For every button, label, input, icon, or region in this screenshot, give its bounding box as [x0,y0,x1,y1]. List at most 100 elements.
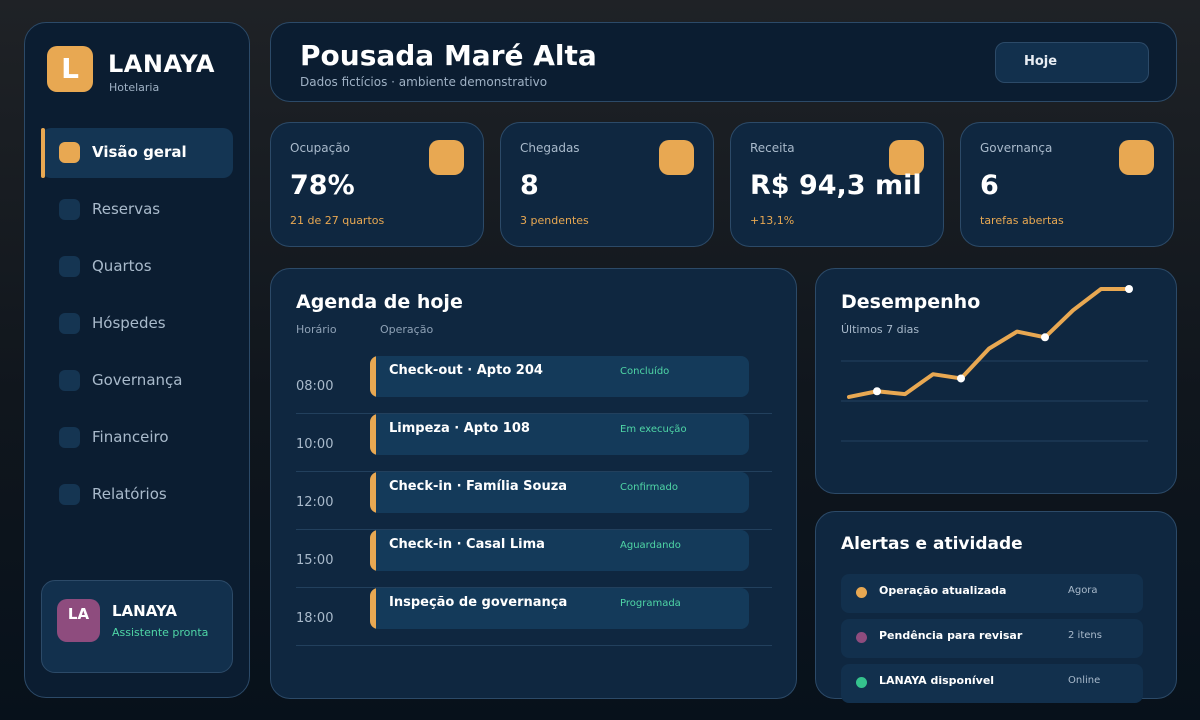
assistant-card[interactable]: LA LANAYA Assistente pronta [41,580,233,673]
kpi-card-receita: Receita R$ 94,3 mil +13,1% [730,122,944,247]
status-dot [856,677,867,688]
sidebar: L LANAYA Hotelaria Visão geral Reservas … [24,22,250,698]
reports-icon [59,484,80,505]
avatar: LA [57,599,100,642]
alert-meta: 2 itens [1068,630,1102,641]
alert-meta: Online [1068,675,1101,686]
status-badge: Confirmado [620,482,679,493]
finance-icon [59,427,80,448]
status-dot [856,632,867,643]
sidebar-item-label: Governança [92,371,183,389]
sidebar-item-label: Financeiro [92,428,169,446]
alert-text: Operação atualizada [879,584,1007,597]
sidebar-item-label: Visão geral [92,143,187,161]
kpi-label: Chegadas [520,141,580,155]
kpi-card-ocupacao: Ocupação 78% 21 de 27 quartos [270,122,484,247]
agenda-row: 10:00 Limpeza · Apto 108 Em execução [296,414,772,472]
row-time: 15:00 [296,553,334,568]
row-time: 18:00 [296,611,334,626]
chart-series-line [847,287,1131,399]
alert-text: LANAYA disponível [879,674,995,687]
sidebar-item-quartos[interactable]: Quartos [41,242,233,292]
kpi-value: R$ 94,3 mil [750,170,922,201]
performance-subtitle: Últimos 7 dias [841,323,920,336]
revenue-icon [889,140,924,175]
rooms-icon [59,256,80,277]
row-title: Check-in · Casal Lima [389,537,545,552]
chart-point [1125,285,1133,293]
kpi-value: 8 [520,170,539,201]
agenda-item[interactable]: Inspeção de governança Programada [370,588,749,629]
alerts-panel: Alertas e atividade Operação atualizada … [815,511,1177,703]
brand-logo: L [47,46,93,92]
column-header-time: Horário [296,323,337,336]
agenda-item[interactable]: Check-in · Casal Lima Aguardando [370,530,749,571]
sidebar-item-label: Quartos [92,257,152,275]
kpi-label: Governança [980,141,1053,155]
status-dot [856,587,867,598]
performance-panel: Desempenho Últimos 7 dias [815,268,1177,494]
row-title: Check-out · Apto 204 [389,363,543,378]
agenda-row: 12:00 Check-in · Família Souza Confirmad… [296,472,772,530]
status-badge: Aguardando [620,540,681,551]
agenda-item[interactable]: Limpeza · Apto 108 Em execução [370,414,749,455]
brand-subtitle: Hotelaria [109,81,160,94]
guests-icon [59,313,80,334]
kpi-note: 3 pendentes [520,214,589,227]
agenda-row: 08:00 Check-out · Apto 204 Concluído [296,356,772,414]
sidebar-item-visao-geral[interactable]: Visão geral [41,128,233,178]
housekeeping-icon [59,370,80,391]
alert-item[interactable]: LANAYA disponível Online [841,664,1143,703]
alert-item[interactable]: Pendência para revisar 2 itens [841,619,1143,658]
today-button-label: Hoje [1024,54,1058,69]
arrivals-icon [659,140,694,175]
overview-icon [59,142,80,163]
kpi-value: 6 [980,170,999,201]
alert-meta: Agora [1068,585,1098,596]
kpi-note: 21 de 27 quartos [290,214,385,227]
chart-point [1041,333,1049,342]
status-badge: Programada [620,598,681,609]
sidebar-item-financeiro[interactable]: Financeiro [41,413,233,463]
agenda-row: 15:00 Check-in · Casal Lima Aguardando [296,530,772,588]
alerts-title: Alertas e atividade [841,534,1023,554]
chart-point [873,387,881,396]
agenda-row: 18:00 Inspeção de governança Programada [296,588,772,646]
header: Pousada Maré Alta Dados fictícios · ambi… [270,22,1177,102]
status-badge: Em execução [620,424,687,435]
performance-title: Desempenho [841,291,981,313]
row-time: 08:00 [296,379,334,394]
row-title: Check-in · Família Souza [389,479,568,494]
sidebar-item-hospedes[interactable]: Hóspedes [41,299,233,349]
agenda-item[interactable]: Check-in · Família Souza Confirmado [370,472,749,513]
agenda-title: Agenda de hoje [296,291,463,313]
kpi-label: Receita [750,141,795,155]
status-badge: Concluído [620,366,670,377]
sidebar-item-label: Relatórios [92,485,167,503]
agenda-item[interactable]: Check-out · Apto 204 Concluído [370,356,749,397]
page-title: Pousada Maré Alta [300,39,597,72]
agenda-panel: Agenda de hoje Horário Operação 08:00 Ch… [270,268,797,699]
sidebar-item-reservas[interactable]: Reservas [41,185,233,235]
today-button[interactable]: Hoje [995,42,1149,83]
housekeeping-icon [1119,140,1154,175]
alert-item[interactable]: Operação atualizada Agora [841,574,1143,613]
reservations-icon [59,199,80,220]
assistant-name: LANAYA [112,602,177,620]
sidebar-item-label: Reservas [92,200,161,218]
occupancy-icon [429,140,464,175]
kpi-note: +13,1% [750,214,795,227]
kpi-value: 78% [290,170,355,201]
row-title: Inspeção de governança [389,595,568,610]
alert-text: Pendência para revisar [879,629,1023,642]
assistant-status: Assistente pronta [112,626,209,639]
page-subtitle: Dados fictícios · ambiente demonstrativo [300,75,548,89]
kpi-card-governanca: Governança 6 tarefas abertas [960,122,1174,247]
column-header-operation: Operação [380,323,434,336]
performance-chart [841,285,1148,442]
brand-name: LANAYA [108,50,215,78]
row-time: 10:00 [296,437,334,452]
sidebar-item-relatorios[interactable]: Relatórios [41,470,233,520]
sidebar-item-label: Hóspedes [92,314,166,332]
sidebar-item-governanca[interactable]: Governança [41,356,233,406]
